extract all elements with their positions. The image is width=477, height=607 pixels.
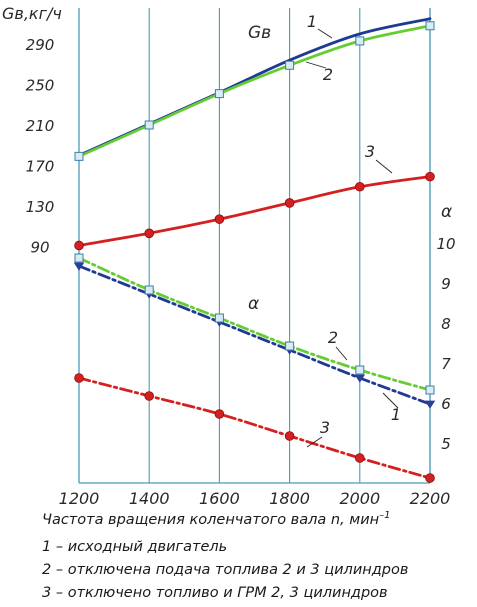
data-point (285, 60, 295, 70)
legend-item-3: 3 – отключено топливо и ГРМ 2, 3 цилиндр… (42, 585, 388, 601)
callout-leader (317, 28, 333, 39)
x-tick-label: 1400 (129, 489, 170, 508)
data-point (74, 240, 84, 251)
series-label: 2 (323, 65, 333, 84)
callout-leader (305, 61, 327, 69)
x-tick-label: 1800 (269, 489, 310, 508)
right-tick-label: 7 (441, 355, 451, 373)
series-label: 3 (320, 418, 330, 437)
series-layer (73, 17, 436, 483)
x-tick-label: 2200 (410, 489, 451, 508)
data-point (214, 313, 224, 323)
right-tick-label: 5 (441, 435, 451, 453)
right-tick-label: 9 (441, 275, 451, 293)
series-line-right-1 (77, 264, 432, 406)
data-point (424, 400, 436, 409)
group-label-alpha: α (248, 294, 259, 314)
data-point (74, 151, 84, 161)
series-label: 2 (328, 328, 338, 347)
data-point (214, 214, 225, 224)
data-point (425, 473, 435, 483)
right-tick-label: 8 (441, 315, 451, 333)
data-point (144, 228, 155, 239)
data-point (73, 262, 85, 271)
series-line-right-3 (77, 376, 432, 480)
callout-leader (335, 346, 348, 361)
grid-lines (148, 8, 431, 483)
legend-item-1: 1 – исходный двигатель (42, 539, 228, 555)
right-tick-labels: 10 9 8 7 6 5 (436, 235, 455, 453)
data-point (355, 365, 365, 375)
left-tick-label: 290 (26, 36, 55, 54)
data-point (74, 253, 84, 263)
data-point (354, 453, 365, 463)
x-tick-label: 1600 (199, 489, 240, 508)
series-label: 1 (307, 12, 317, 31)
x-axis-title: Частота вращения коленчатого вала n, мин… (42, 510, 391, 528)
data-point (214, 409, 225, 419)
x-tick-labels: 1200 1400 1600 1800 2000 2200 (59, 489, 451, 508)
left-tick-labels: 290 250 210 170 130 90 (26, 36, 55, 257)
left-tick-label: 130 (26, 198, 55, 216)
series-callouts: 1 2 3 2 1 3 (305, 12, 401, 448)
series-line-right-2 (77, 256, 432, 392)
left-axis-label: Gв,кг/ч (2, 4, 62, 23)
data-point (214, 89, 224, 99)
data-point (74, 373, 84, 383)
data-point (354, 374, 366, 383)
series-line-left-3 (77, 175, 432, 247)
data-point (144, 391, 155, 401)
right-tick-label: 6 (441, 395, 451, 413)
data-point (425, 171, 435, 182)
data-point (425, 21, 435, 31)
data-point (144, 285, 154, 295)
data-point (285, 341, 295, 351)
right-tick-label: 10 (436, 235, 455, 253)
left-tick-label: 170 (26, 158, 55, 176)
series-label: 3 (365, 142, 375, 161)
data-point (425, 385, 435, 395)
data-point (354, 181, 365, 192)
callout-leader (382, 392, 399, 409)
data-point (144, 120, 154, 130)
right-axis-label: α (441, 202, 452, 222)
x-tick-label: 1200 (59, 489, 100, 508)
series-label: 1 (391, 405, 401, 424)
callout-leader (306, 436, 323, 448)
group-label-g: Gв (248, 23, 271, 43)
left-tick-label: 210 (26, 117, 55, 135)
legend-item-2: 2 – отключена подача топлива 2 и 3 цилин… (42, 562, 409, 578)
data-point (284, 431, 295, 441)
x-tick-label: 2000 (339, 489, 380, 508)
callout-leader (375, 159, 393, 174)
data-point (355, 36, 365, 46)
left-tick-label: 90 (30, 239, 49, 257)
data-point (284, 198, 295, 208)
left-tick-label: 250 (26, 77, 55, 95)
series-line-left-2 (77, 24, 432, 158)
